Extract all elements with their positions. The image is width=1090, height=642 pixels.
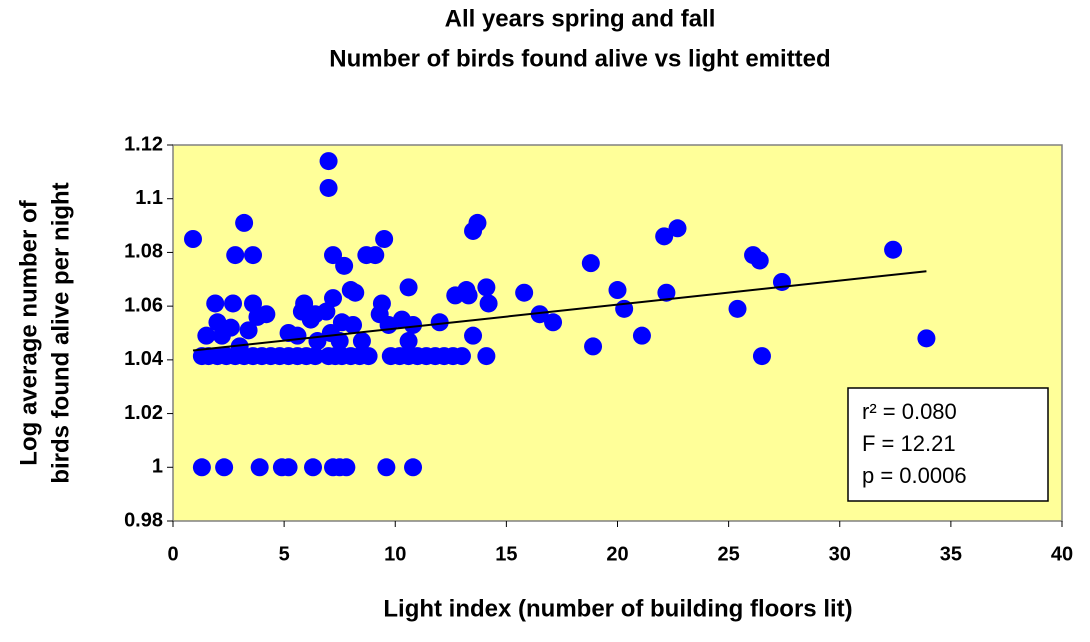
y-axis-label: birds found alive per night [47, 182, 74, 483]
point [226, 246, 245, 265]
point [372, 294, 391, 313]
point [224, 294, 243, 313]
point [239, 321, 258, 340]
point [366, 246, 385, 265]
x-tick-label: 5 [279, 543, 290, 565]
point [399, 278, 418, 297]
point [404, 315, 423, 334]
x-tick-label: 25 [718, 543, 740, 565]
annotation: F = 12.21 [862, 431, 956, 456]
point [295, 294, 314, 313]
point [399, 332, 418, 351]
y-tick-label: 1.08 [124, 241, 163, 263]
point [884, 240, 903, 259]
point [477, 278, 496, 297]
point [375, 230, 394, 248]
point [581, 254, 600, 273]
point [330, 332, 349, 351]
point [352, 332, 371, 351]
y-tick-label: 1 [152, 456, 163, 478]
x-tick-label: 0 [167, 543, 178, 565]
point [344, 315, 363, 334]
point [515, 283, 534, 302]
point [304, 458, 323, 477]
point [324, 289, 343, 308]
point [377, 458, 396, 477]
point [230, 337, 249, 356]
point [319, 178, 338, 197]
point [317, 302, 336, 321]
point [244, 246, 263, 265]
y-tick-label: 1.02 [124, 402, 163, 424]
point [192, 458, 211, 477]
point [324, 246, 343, 265]
annotation-box [847, 387, 1049, 502]
point [479, 294, 498, 313]
point [215, 458, 234, 477]
y-tick-label: 1.12 [124, 133, 163, 155]
point [359, 347, 378, 366]
x-tick-label: 30 [829, 543, 851, 565]
point [464, 326, 483, 345]
point [632, 326, 651, 345]
point [337, 458, 356, 477]
chart-title: Number of birds found alive vs light emi… [329, 45, 830, 72]
point [288, 326, 307, 345]
annotation: r² = 0.080 [862, 399, 957, 424]
point [335, 256, 354, 275]
y-tick-label: 1.1 [135, 187, 163, 209]
annotation: p = 0.0006 [862, 463, 967, 488]
point [657, 283, 676, 302]
x-tick-label: 10 [384, 543, 406, 565]
point [206, 294, 225, 313]
y-tick-label: 0.98 [124, 509, 163, 531]
trend-line [192, 270, 927, 352]
point [655, 227, 674, 246]
point [319, 152, 338, 171]
x-axis-label: Light index (number of building floors l… [383, 595, 852, 622]
point [584, 337, 603, 356]
x-tick-label: 35 [940, 543, 962, 565]
point [184, 230, 203, 248]
point [544, 313, 563, 332]
point [750, 251, 769, 270]
point [346, 283, 365, 302]
point [752, 347, 771, 366]
x-tick-label: 40 [1051, 543, 1073, 565]
point [404, 458, 423, 477]
point [250, 458, 269, 477]
point [221, 318, 240, 337]
point [235, 213, 254, 232]
y-tick-label: 1.06 [124, 294, 163, 316]
point [477, 347, 496, 366]
point [917, 329, 936, 348]
y-axis-label: Log average number of [15, 199, 42, 465]
point [728, 299, 747, 318]
x-tick-label: 15 [495, 543, 517, 565]
point [306, 347, 325, 366]
point [459, 286, 478, 305]
point [197, 326, 216, 345]
point [257, 305, 276, 324]
chart-title: All years spring and fall [445, 5, 716, 32]
point [668, 219, 687, 238]
point [430, 313, 449, 332]
point [452, 347, 471, 366]
point [530, 305, 549, 324]
point [468, 213, 487, 232]
y-tick-label: 1.04 [124, 348, 164, 370]
point [279, 458, 298, 477]
point [608, 281, 627, 300]
x-tick-label: 20 [606, 543, 628, 565]
